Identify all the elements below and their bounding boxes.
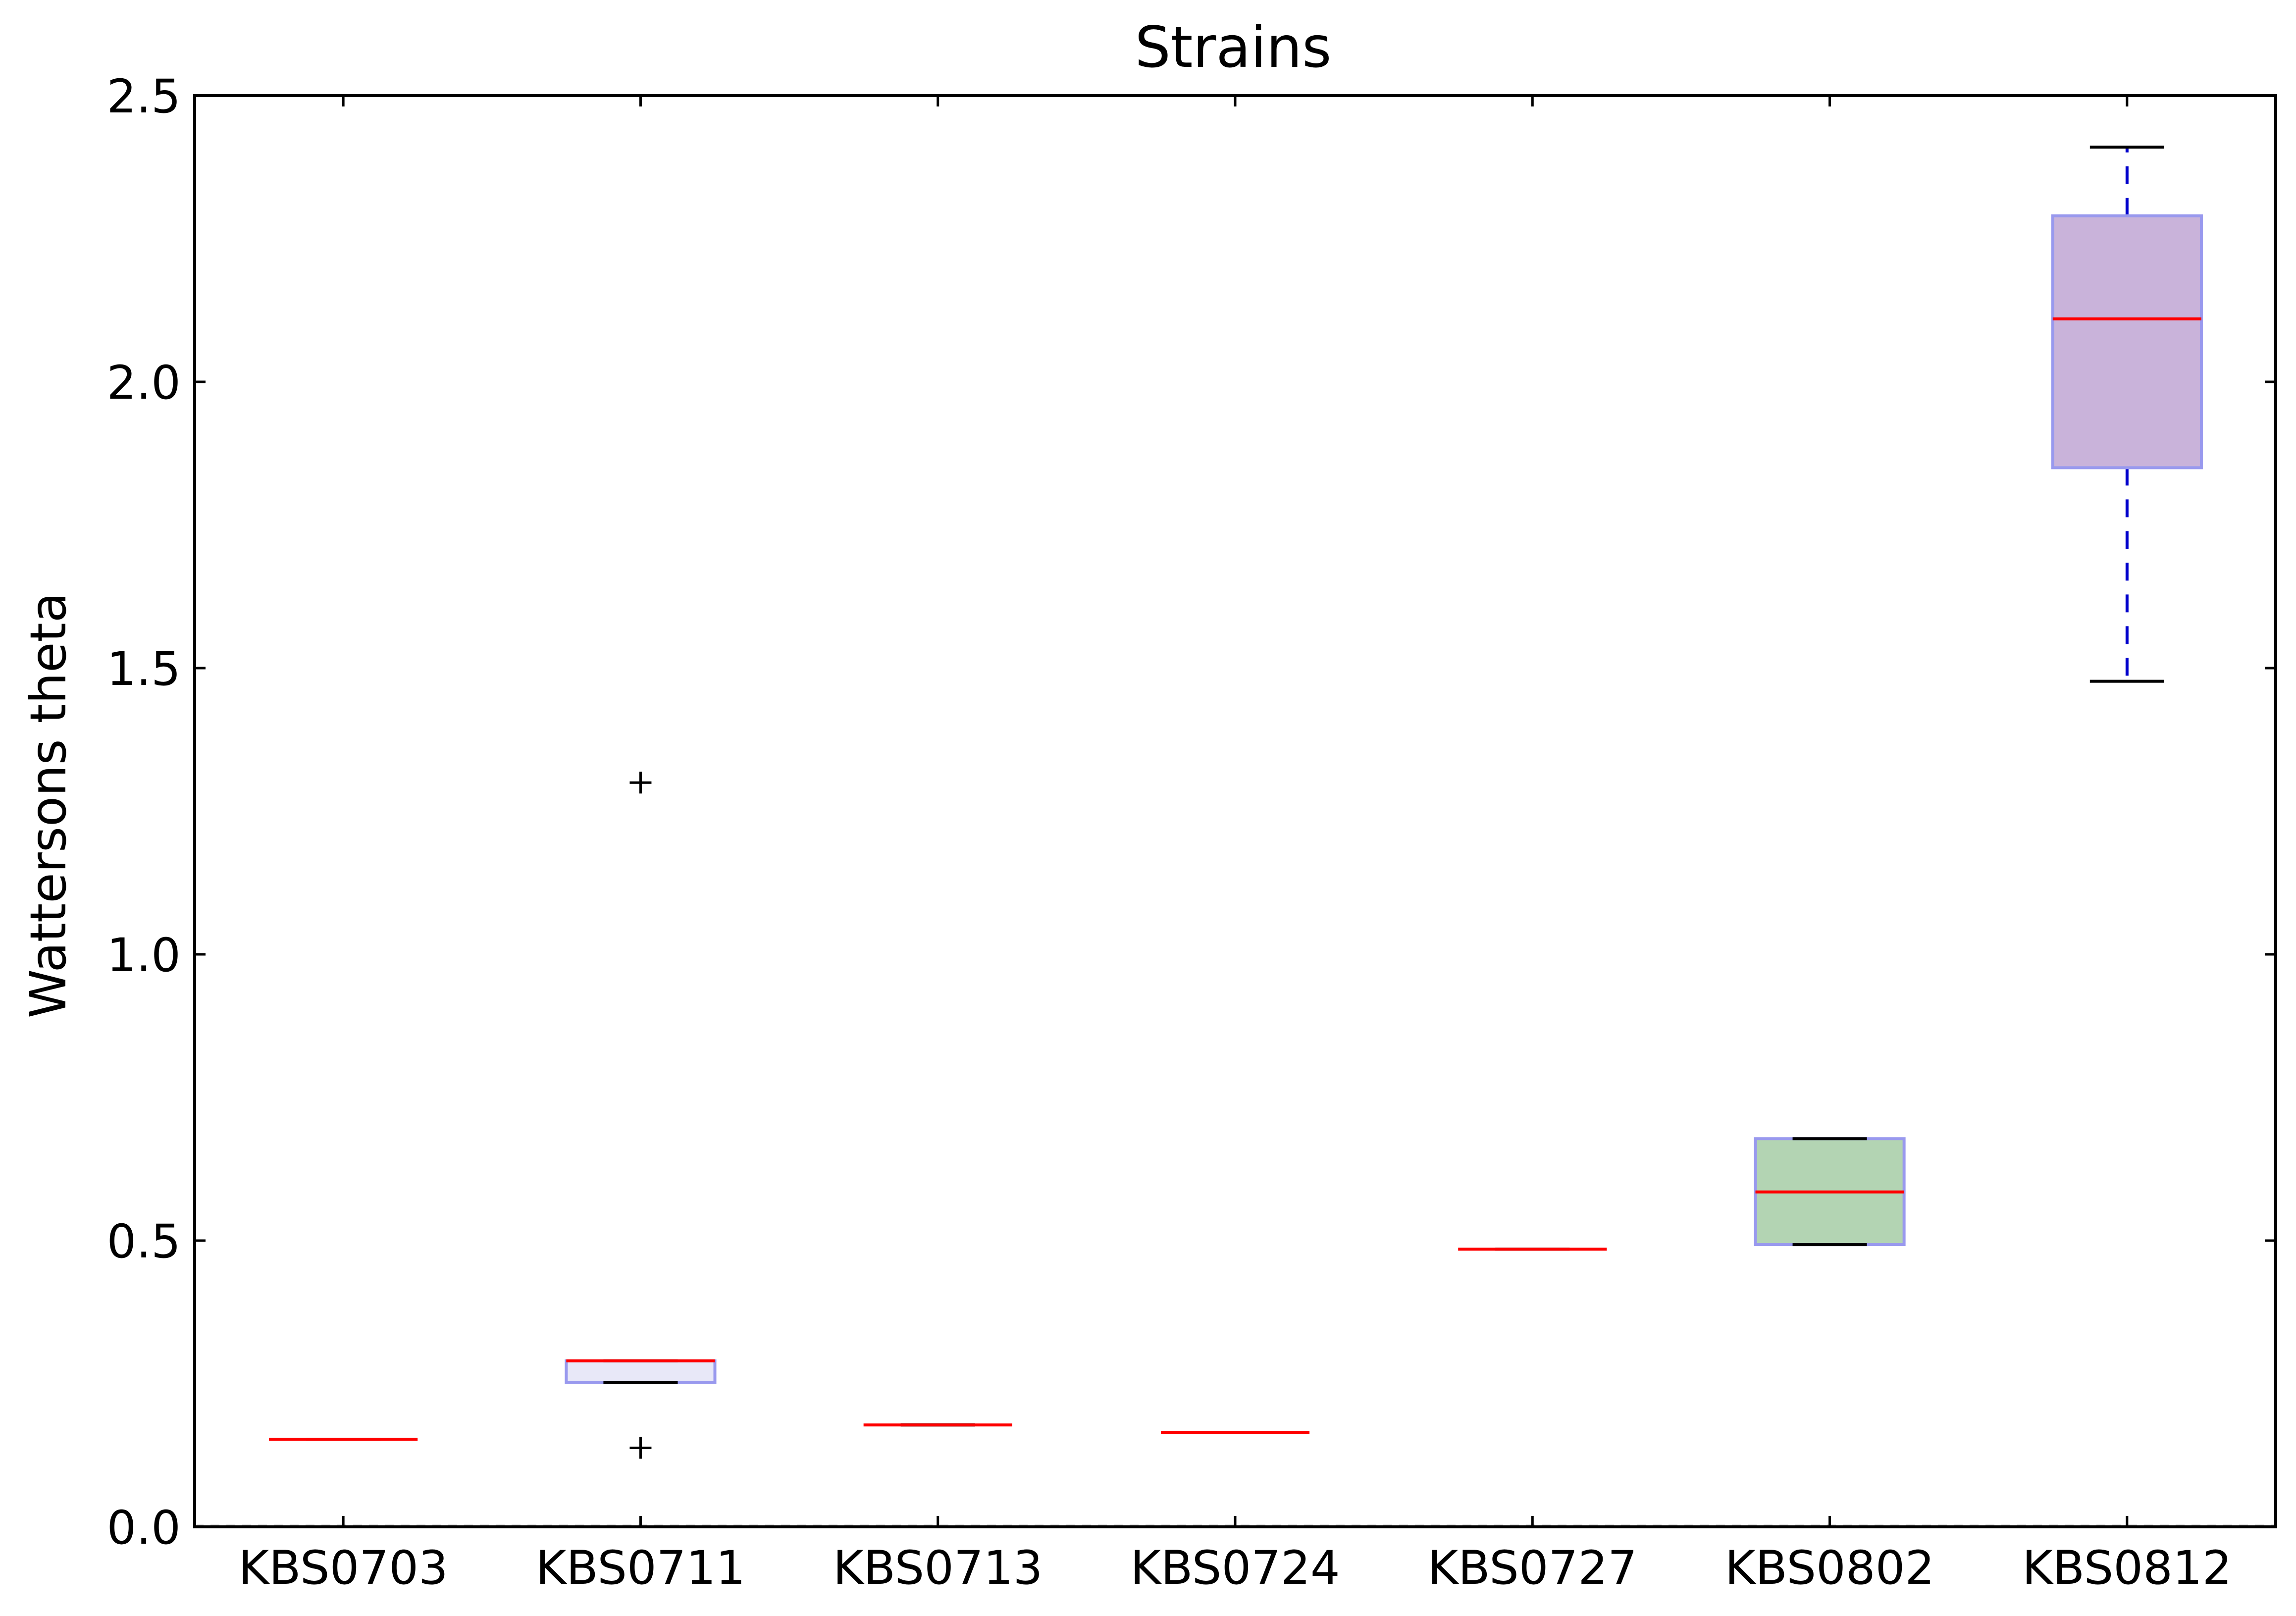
- flier-marker: [629, 772, 652, 794]
- box-group-KBS0812: KBS0812: [2022, 96, 2232, 1595]
- box-group-KBS0703: KBS0703: [238, 96, 448, 1595]
- box-body: [565, 1359, 717, 1384]
- box-group-KBS0711: KBS0711: [536, 96, 745, 1595]
- y-tick-label: 0.0: [107, 1501, 181, 1555]
- y-axis-label: Wattersons theta: [19, 592, 77, 1018]
- box-group-KBS0727: KBS0727: [1428, 96, 1637, 1595]
- x-tick-label: KBS0727: [1428, 1541, 1637, 1595]
- x-tick-label: KBS0711: [536, 1541, 745, 1595]
- x-tick-label: KBS0713: [833, 1541, 1043, 1595]
- box-body: [2051, 214, 2203, 469]
- y-tick-label: 2.0: [107, 356, 181, 410]
- y-tick-label: 0.5: [107, 1215, 181, 1269]
- y-tick-label: 2.5: [107, 70, 181, 124]
- flier-marker: [629, 1437, 652, 1459]
- x-tick-label: KBS0724: [1130, 1541, 1340, 1595]
- box-group-KBS0802: KBS0802: [1725, 96, 1934, 1595]
- y-tick-label: 1.0: [107, 929, 181, 983]
- y-tick-label: 1.5: [107, 642, 181, 696]
- x-tick-label: KBS0703: [238, 1541, 448, 1595]
- chart-title: Strains: [1135, 14, 1331, 80]
- box-group-KBS0713: KBS0713: [833, 96, 1043, 1595]
- plot-frame: [193, 94, 2277, 1528]
- x-tick-label: KBS0802: [1725, 1541, 1934, 1595]
- plot-area: 0.0 0.5 1.0 1.5 2.0 2.5 KBS0703 KBS0711 KBS0713 K…: [107, 70, 2276, 1595]
- x-tick-label: KBS0812: [2022, 1541, 2232, 1595]
- box-group-KBS0724: KBS0724: [1130, 96, 1340, 1595]
